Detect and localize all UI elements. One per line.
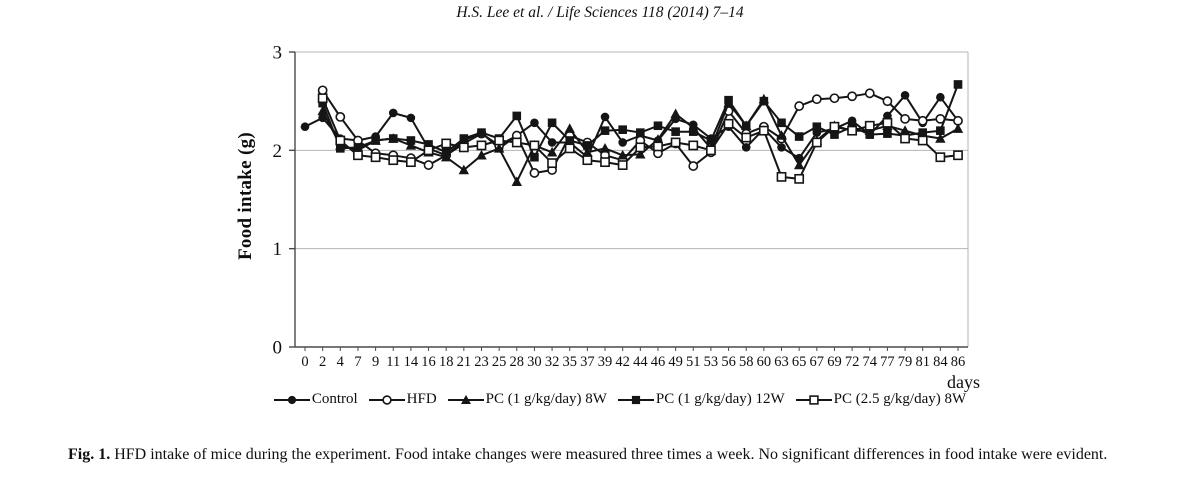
figure-caption: Fig. 1. HFD intake of mice during the ex… <box>68 446 1170 464</box>
running-head: H.S. Lee et al. / Life Sciences 118 (201… <box>456 4 744 21</box>
legend-label: HFD <box>406 391 437 407</box>
legend-label: PC (1 g/kg/day) 12W <box>655 391 785 407</box>
x-tick-label: 79 <box>898 354 913 370</box>
x-tick-label: 44 <box>633 354 648 370</box>
legend-item-1: HFD <box>368 391 437 408</box>
x-tick-label: 51 <box>686 354 701 370</box>
x-tick-label: 77 <box>880 354 895 370</box>
x-tick-label: 7 <box>354 354 361 370</box>
x-tick-label: 2 <box>319 354 326 370</box>
x-tick-label: 35 <box>562 354 577 370</box>
chart-legend: Control HFD PC (1 g/kg/day) 8W PC (1 g/kg/d… <box>240 391 1000 408</box>
y-tick-label: 3 <box>273 43 283 64</box>
y-tick-label: 0 <box>273 338 283 359</box>
x-tick-label: 39 <box>598 354 613 370</box>
filled-circle-icon <box>273 395 310 404</box>
open-circle-icon <box>368 394 405 405</box>
x-tick-label: 56 <box>721 354 736 370</box>
x-tick-label: 74 <box>863 354 878 370</box>
chart-container: 0 1 2 3 0 2 4 7 9 11 14 16 18 21 23 25 28 30 32 35 37 39 42 44 4… <box>230 40 990 392</box>
x-tick-label: 72 <box>845 354 860 370</box>
x-tick-label: 67 <box>810 354 825 370</box>
x-tick-label: 18 <box>439 354 454 370</box>
x-tick-label: 69 <box>827 354 842 370</box>
x-tick-label: 58 <box>739 354 754 370</box>
x-tick-label: 30 <box>527 354 542 370</box>
x-tick-label: 28 <box>510 354 525 370</box>
x-tick-label: 81 <box>915 354 930 370</box>
y-axis-title: Food intake (g) <box>235 132 256 260</box>
legend-item-4: PC (2.5 g/kg/day) 8W <box>795 391 967 408</box>
open-square-icon <box>795 394 832 405</box>
x-tick-label: 53 <box>704 354 719 370</box>
x-tick-label: 84 <box>933 354 948 370</box>
x-tick-label: 11 <box>386 354 400 370</box>
x-tick-label: 37 <box>580 354 595 370</box>
legend-item-2: PC (1 g/kg/day) 8W <box>447 391 607 408</box>
x-tick-label: 23 <box>474 354 489 370</box>
x-tick-label: 60 <box>757 354 772 370</box>
x-tick-label: 65 <box>792 354 807 370</box>
x-axis-title: days <box>947 372 980 392</box>
legend-label: PC (1 g/kg/day) 8W <box>485 391 607 407</box>
x-tick-label: 63 <box>774 354 789 370</box>
x-tick-label: 25 <box>492 354 507 370</box>
x-tick-label: 86 <box>951 354 966 370</box>
x-tick-label: 49 <box>668 354 683 370</box>
x-tick-label: 21 <box>457 354 472 370</box>
y-tick-label: 2 <box>273 141 283 162</box>
x-tick-label: 32 <box>545 354 560 370</box>
gridlines <box>295 51 969 347</box>
x-tick-label: 46 <box>651 354 666 370</box>
caption-label: Fig. 1. <box>68 446 111 463</box>
x-tick-label: 4 <box>337 354 345 370</box>
filled-triangle-icon <box>447 394 484 404</box>
legend-label: PC (2.5 g/kg/day) 8W <box>833 391 967 407</box>
caption-text: HFD intake of mice during the experiment… <box>110 446 1108 463</box>
x-axis: 0 2 4 7 9 11 14 16 18 21 23 25 28 30 32 35 37 39 42 44 46 49 5… <box>295 346 968 370</box>
legend-label: Control <box>311 391 358 407</box>
series-open-square <box>317 93 963 184</box>
y-axis: 0 1 2 3 <box>273 43 296 359</box>
x-tick-label: 9 <box>372 354 379 370</box>
filled-square-icon <box>617 395 654 404</box>
x-tick-label: 42 <box>615 354 630 370</box>
x-tick-label: 14 <box>404 354 419 370</box>
y-tick-label: 1 <box>273 239 283 260</box>
legend-item-0: Control <box>273 391 358 408</box>
x-tick-label: 0 <box>301 354 308 370</box>
legend-item-3: PC (1 g/kg/day) 12W <box>617 391 785 408</box>
x-tick-label: 16 <box>421 354 436 370</box>
